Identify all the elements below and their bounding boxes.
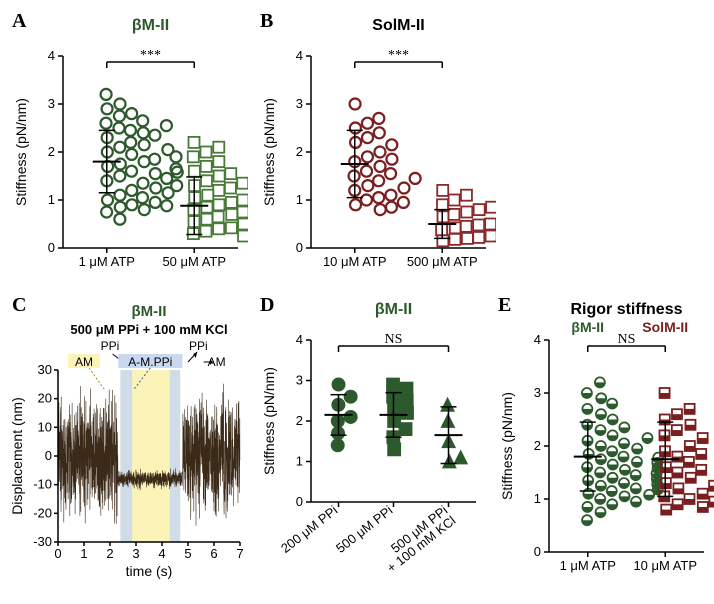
svg-text:200 μM PPi: 200 μM PPi — [278, 502, 340, 555]
svg-text:PPi: PPi — [101, 339, 120, 353]
panel-e-label: E — [498, 294, 511, 317]
panel-d: D βM-II 0 1 2 3 4 Stiffness (pN/nm) 200 μM PPi5… — [256, 292, 486, 592]
svg-text:0: 0 — [534, 544, 541, 559]
svg-text:2: 2 — [534, 438, 541, 453]
svg-text:A-M.PPi: A-M.PPi — [128, 355, 172, 369]
svg-text:6: 6 — [210, 546, 217, 561]
svg-text:NS: NS — [618, 332, 636, 347]
svg-text:Rigor stiffness: Rigor stiffness — [570, 301, 682, 318]
svg-text:PPi: PPi — [189, 339, 208, 353]
svg-text:1: 1 — [296, 454, 303, 469]
svg-text:SolM-II: SolM-II — [642, 319, 688, 335]
svg-text:time (s): time (s) — [126, 563, 173, 579]
svg-text:1: 1 — [80, 546, 87, 561]
svg-text:-20: -20 — [33, 505, 52, 520]
svg-text:2: 2 — [296, 144, 303, 159]
svg-text:3: 3 — [534, 385, 541, 400]
panel-d-label: D — [260, 294, 274, 317]
svg-text:AM: AM — [75, 355, 93, 369]
panel-b-label: B — [260, 10, 273, 33]
svg-text:2: 2 — [106, 546, 113, 561]
svg-text:Stiffness (pN/nm): Stiffness (pN/nm) — [261, 98, 277, 206]
svg-text:***: *** — [388, 48, 409, 63]
panel-c: C βM-II 500 μM PPi + 100 mM KCl -30 -20 -10 0… — [8, 292, 248, 592]
svg-text:Stiffness (pN/nm): Stiffness (pN/nm) — [499, 392, 515, 500]
svg-text:1 μM ATP: 1 μM ATP — [79, 254, 135, 269]
svg-text:1: 1 — [534, 491, 541, 506]
svg-text:4: 4 — [296, 332, 303, 347]
svg-text:βM-II: βM-II — [132, 17, 169, 34]
svg-text:10: 10 — [38, 419, 52, 434]
svg-text:βM-II: βM-II — [571, 319, 604, 335]
svg-text:5: 5 — [184, 546, 191, 561]
panel-b: B SolM-II 0 1 2 3 4 Stiffness (pN/nm) 10 μM ATP… — [256, 8, 714, 288]
svg-text:50 μM ATP: 50 μM ATP — [162, 254, 226, 269]
svg-text:0: 0 — [54, 546, 61, 561]
svg-text:Displacement (nm): Displacement (nm) — [9, 397, 25, 514]
svg-text:3: 3 — [296, 373, 303, 388]
svg-text:4: 4 — [296, 48, 303, 63]
svg-text:4: 4 — [48, 48, 55, 63]
svg-text:Stiffness (pN/nm): Stiffness (pN/nm) — [13, 98, 29, 206]
svg-text:3: 3 — [132, 546, 139, 561]
svg-text:10 μM ATP: 10 μM ATP — [323, 254, 387, 269]
svg-text:2: 2 — [296, 413, 303, 428]
panel-a: A βM-II 0 1 2 3 4 Stiffness (pN/nm) 1 μM ATP 50 … — [8, 8, 248, 288]
svg-text:30: 30 — [38, 362, 52, 377]
panel-c-label: C — [12, 294, 26, 317]
svg-text:500 μM ATP: 500 μM ATP — [407, 254, 478, 269]
svg-text:500 μM PPi: 500 μM PPi — [333, 502, 395, 555]
svg-text:-10: -10 — [33, 477, 52, 492]
svg-text:NS: NS — [385, 332, 403, 347]
svg-text:βM-II: βM-II — [132, 303, 167, 320]
svg-text:1 μM ATP: 1 μM ATP — [560, 558, 616, 573]
svg-text:Stiffness (pN/nm): Stiffness (pN/nm) — [261, 367, 277, 475]
svg-text:SolM-II: SolM-II — [372, 17, 424, 34]
svg-text:4: 4 — [534, 332, 541, 347]
svg-text:7: 7 — [236, 546, 243, 561]
figure: A βM-II 0 1 2 3 4 Stiffness (pN/nm) 1 μM ATP 50 … — [8, 8, 706, 592]
svg-text:20: 20 — [38, 391, 52, 406]
svg-text:βM-II: βM-II — [375, 301, 412, 318]
svg-text:-30: -30 — [33, 534, 52, 549]
svg-text:2: 2 — [48, 144, 55, 159]
svg-text:***: *** — [140, 48, 161, 63]
svg-text:4: 4 — [158, 546, 165, 561]
svg-text:1: 1 — [296, 192, 303, 207]
svg-text:500 μM PPi + 100 mM KCl: 500 μM PPi + 100 mM KCl — [70, 322, 227, 337]
panel-e: E Rigor stiffnessβM-II SolM-II 0 1 2 3 4 Stiffn… — [494, 292, 714, 592]
panel-a-label: A — [12, 10, 26, 33]
svg-text:10 μM ATP: 10 μM ATP — [633, 558, 697, 573]
svg-text:3: 3 — [48, 96, 55, 111]
svg-text:3: 3 — [296, 96, 303, 111]
svg-text:0: 0 — [296, 494, 303, 509]
svg-text:0: 0 — [48, 240, 55, 255]
svg-text:0: 0 — [296, 240, 303, 255]
svg-text:1: 1 — [48, 192, 55, 207]
svg-text:0: 0 — [45, 448, 52, 463]
